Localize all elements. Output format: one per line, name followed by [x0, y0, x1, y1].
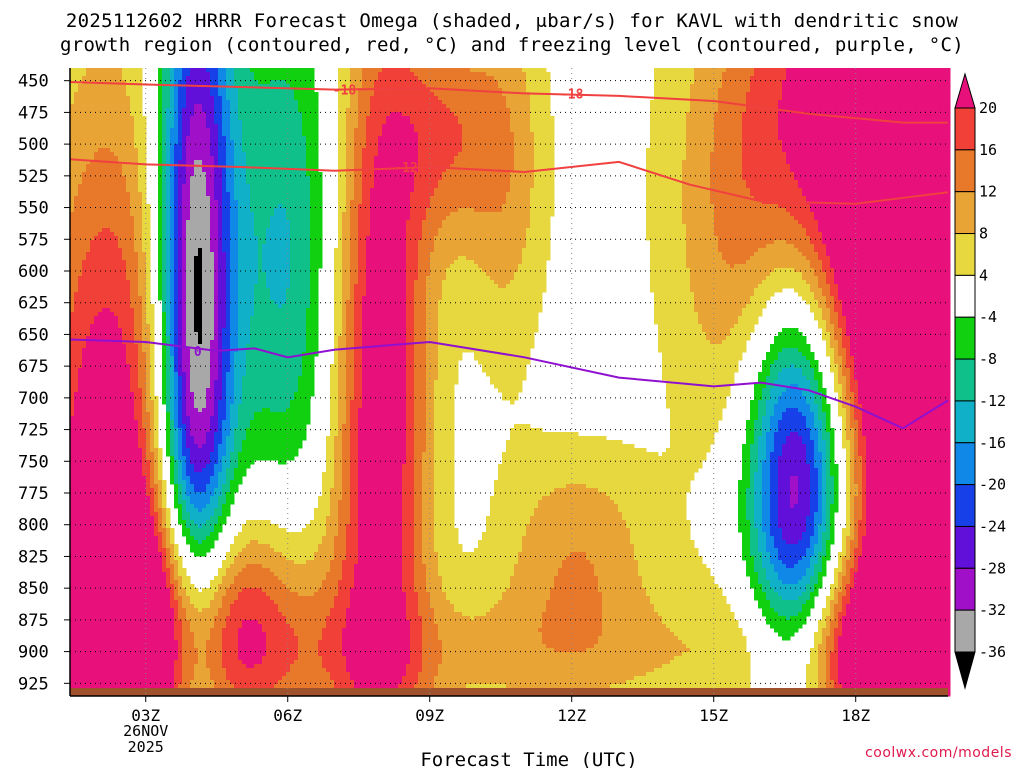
- colorbar-label: -32: [979, 601, 1006, 619]
- y-tick-label: 900: [18, 643, 49, 663]
- y-tick-label: 525: [18, 167, 49, 187]
- y-tick-label: 800: [18, 516, 49, 536]
- y-tick-label: 650: [18, 325, 49, 345]
- colorbar-label: 8: [979, 225, 988, 243]
- colorbar-box: [954, 191, 976, 235]
- y-tick-label: 575: [18, 230, 49, 250]
- chart-title-line-2: growth region (contoured, red, °C) and f…: [0, 34, 1024, 57]
- colorbar-label: -12: [979, 392, 1006, 410]
- y-tick-label: 925: [18, 674, 49, 694]
- contour-line-2: [69, 338, 949, 430]
- colorbar-bottom-arrow: [954, 651, 976, 690]
- colorbar-box: [954, 233, 976, 276]
- contour-label: -18: [560, 87, 584, 102]
- y-tick-label: 725: [18, 421, 49, 441]
- colorbar-box: [954, 358, 976, 402]
- x-tick-label: 18Z: [841, 706, 870, 725]
- y-tick-label: 675: [18, 357, 49, 377]
- colorbar-label: -4: [979, 308, 997, 326]
- colorbar-box: [954, 484, 976, 527]
- contour-line-0: [69, 81, 948, 124]
- colorbar-label: 20: [979, 99, 997, 117]
- x-date-label: 2025: [128, 738, 164, 756]
- x-tick-label: 09Z: [415, 706, 444, 725]
- y-tick-label: 750: [18, 452, 49, 472]
- colorbar-label: -28: [979, 559, 1006, 577]
- y-tick-label: 875: [18, 611, 49, 631]
- y-tick-label: 600: [18, 262, 49, 282]
- omega-shading: [70, 68, 951, 697]
- contour-line-1: [69, 158, 949, 205]
- y-tick-label: 700: [18, 389, 49, 409]
- y-tick-label: 450: [18, 72, 49, 92]
- chart-title-line-1: 2025112602 HRRR Forecast Omega (shaded, …: [0, 10, 1024, 33]
- colorbar-box: [954, 107, 976, 151]
- y-tick-label: 500: [18, 135, 49, 155]
- y-tick-label: 550: [18, 199, 49, 219]
- x-axis-title: Forecast Time (UTC): [420, 749, 637, 768]
- colorbar-label: -24: [979, 517, 1006, 535]
- y-tick-label: 625: [18, 294, 49, 314]
- colorbar-top-arrow: [954, 72, 976, 109]
- y-tick-label: 475: [18, 103, 49, 123]
- colorbar-box: [954, 316, 976, 360]
- x-tick-label: 03Z: [131, 706, 160, 725]
- y-tick-label: 850: [18, 579, 49, 599]
- x-tick-label: 15Z: [699, 706, 728, 725]
- colorbar-box: [954, 525, 976, 569]
- colorbar-box: [954, 567, 976, 611]
- colorbar-box: [954, 274, 976, 318]
- colorbar-label: -8: [979, 350, 997, 368]
- colorbar-label: -36: [979, 643, 1006, 661]
- colorbar-box: [954, 609, 976, 653]
- credit-link[interactable]: coolwx.com/models: [865, 745, 1012, 761]
- x-tick-label: 12Z: [557, 706, 586, 725]
- colorbar-label: -16: [979, 434, 1006, 452]
- x-date-label: 26NOV: [123, 722, 168, 740]
- colorbar-label: 4: [979, 266, 988, 284]
- y-tick-label: 775: [18, 484, 49, 504]
- terrain-strip: [70, 688, 948, 696]
- colorbar: 20 16 12 8 4 -4 -8 -12 -16 -20 -24 -28 -32 -36: [954, 72, 1006, 690]
- colorbar-box: [954, 400, 976, 444]
- contour-label: -12: [394, 161, 417, 176]
- y-tick-label: 825: [18, 547, 49, 567]
- contour-label: 0: [194, 345, 202, 360]
- colorbar-label: 12: [979, 183, 997, 201]
- colorbar-box: [954, 442, 976, 486]
- x-tick-label: 06Z: [273, 706, 302, 725]
- colorbar-box: [954, 149, 976, 193]
- colorbar-label: -20: [979, 476, 1006, 494]
- colorbar-label: 16: [979, 141, 997, 159]
- contour-label: -18: [333, 84, 357, 99]
